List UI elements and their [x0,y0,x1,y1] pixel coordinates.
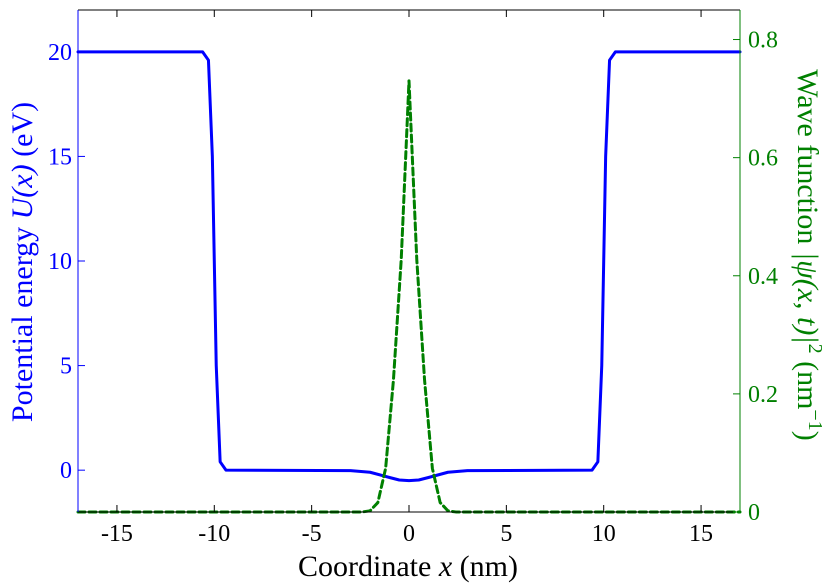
y-left-tick-label: 5 [60,354,72,380]
x-tick-label: -15 [101,521,133,547]
y-left-tick-label: 20 [48,40,72,66]
y-right-tick-label: 0.6 [748,146,778,172]
y-right-tick-label: 0.4 [748,264,778,290]
y-right-tick-label: 0 [748,500,760,526]
axes-layer: -15 -10 -5 0 5 10 15 0 5 10 15 20 0 0.2 0.4 0.6 0.8 [48,9,778,547]
x-tick-label: 10 [592,521,616,547]
y-right-tick-label: 0.2 [748,382,778,408]
y-left-tick-label: 0 [60,458,72,484]
series-line-2 [76,79,742,514]
x-tick-label: -10 [198,521,230,547]
x-axis-title: Coordinate x (nm) [298,550,518,583]
y-right-tick-label: 0.8 [748,28,778,54]
y-left-tick-label: 15 [48,144,72,170]
series-line-1 [76,50,742,483]
x-tick-label: -5 [302,521,322,547]
y-right-axis-title: Wave function |ψ(x, t)|2 (nm−1) [791,69,826,440]
x-tick-label: 5 [500,521,512,547]
x-tick-label: 0 [403,521,415,547]
y-left-tick-label: 10 [48,249,72,275]
x-tick-label: 15 [689,521,713,547]
series-layer [76,50,742,514]
y-left-axis-title: Potential energy U(x) (eV) [6,102,39,422]
